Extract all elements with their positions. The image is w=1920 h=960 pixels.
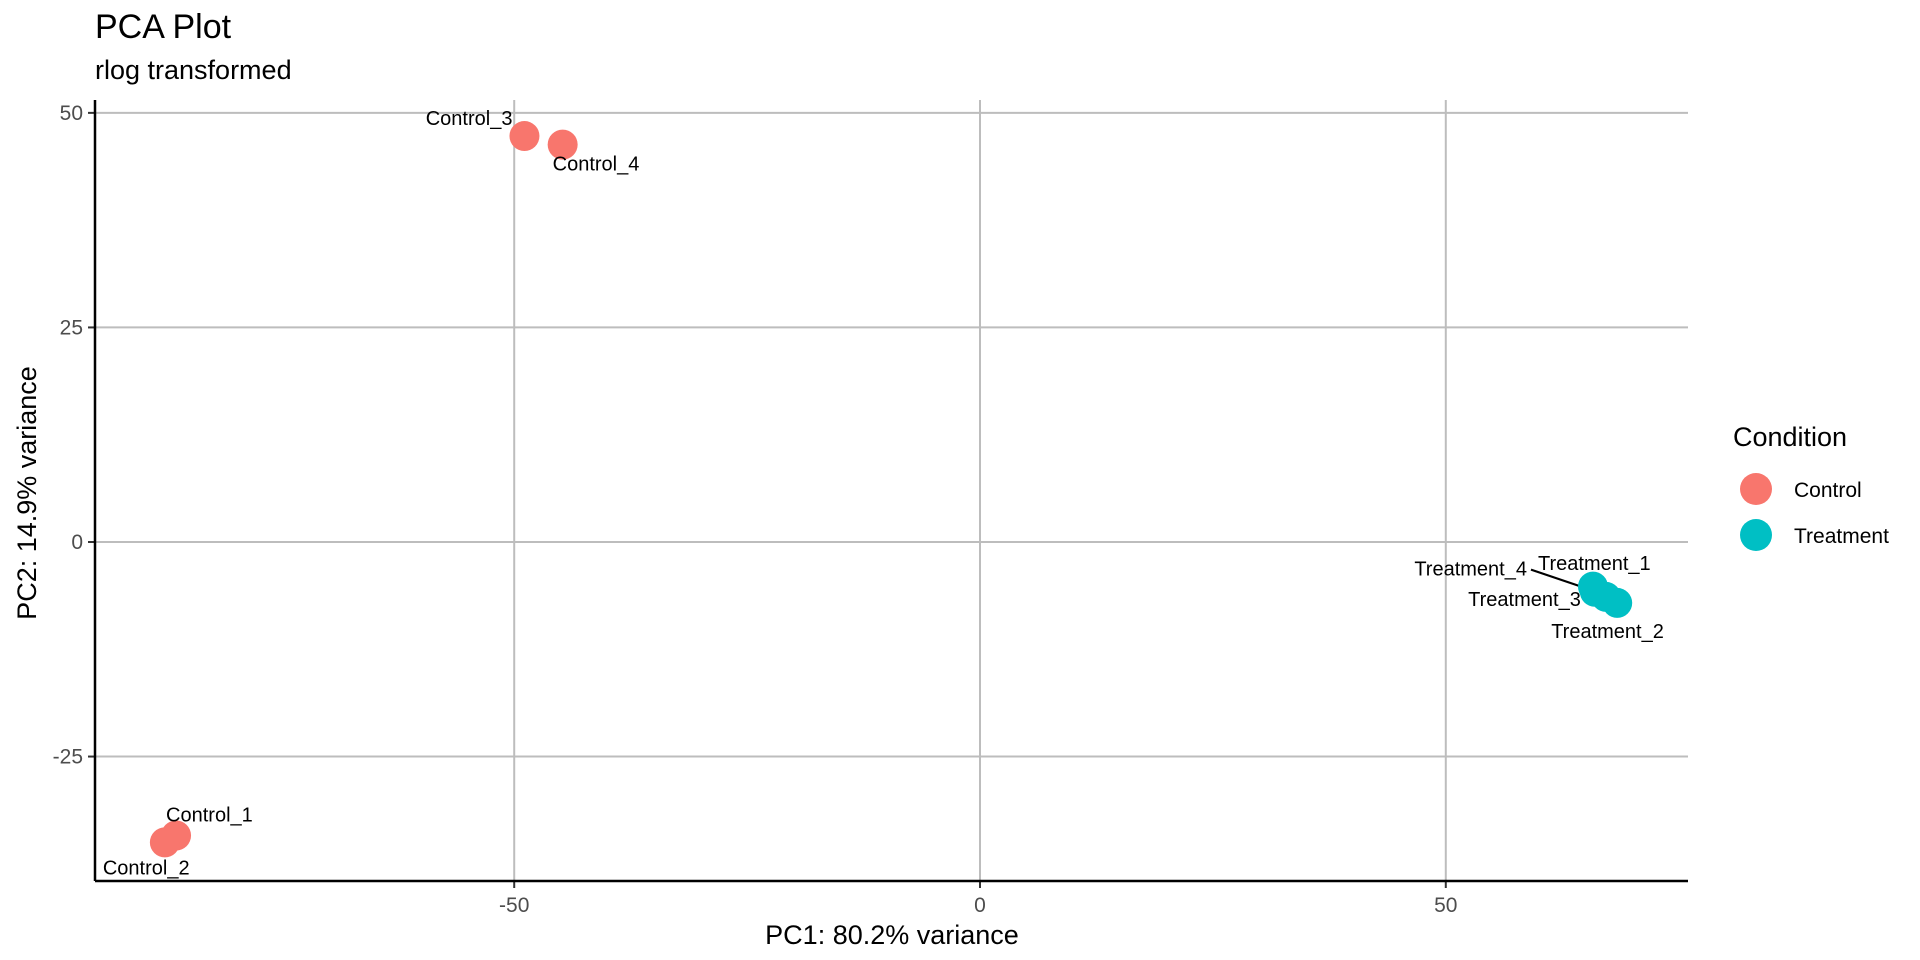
point-treatment-4 bbox=[1577, 571, 1608, 602]
grid-lines bbox=[95, 100, 1688, 881]
point-treatment-2 bbox=[1602, 587, 1633, 618]
point-label-control-1: Control_1 bbox=[166, 805, 253, 827]
point-label-control-3: Control_3 bbox=[426, 108, 513, 130]
point-label-treatment-1: Treatment_1 bbox=[1538, 553, 1651, 575]
point-labels: Control_1 Control_2 Control_3 Control_4 Trea… bbox=[103, 108, 1664, 879]
legend: Condition Control Treatment bbox=[1733, 422, 1889, 551]
y-tick-label: 25 bbox=[60, 316, 83, 339]
tick-labels: -50 0 50 -25 0 25 50 bbox=[53, 102, 1458, 917]
point-label-treatment-3: Treatment_3 bbox=[1468, 589, 1581, 611]
y-tick-label: 0 bbox=[71, 531, 83, 554]
legend-label-control: Control bbox=[1794, 479, 1862, 502]
y-axis-title: PC2: 14.9% variance bbox=[12, 366, 42, 620]
chart-title: PCA Plot bbox=[95, 8, 232, 46]
data-points bbox=[149, 121, 1633, 858]
point-label-treatment-4: Treatment_4 bbox=[1414, 559, 1527, 581]
x-tick-label: -50 bbox=[499, 894, 529, 917]
point-label-treatment-2: Treatment_2 bbox=[1551, 621, 1664, 643]
legend-label-treatment: Treatment bbox=[1794, 525, 1889, 548]
chart-subtitle: rlog transformed bbox=[95, 55, 292, 85]
legend-key-control bbox=[1740, 473, 1772, 505]
point-control-4 bbox=[547, 129, 578, 160]
y-tick-label: -25 bbox=[53, 746, 83, 769]
x-axis-title: PC1: 80.2% variance bbox=[765, 920, 1019, 950]
point-control-3 bbox=[509, 121, 540, 152]
legend-title: Condition bbox=[1733, 422, 1847, 452]
point-label-control-4: Control_4 bbox=[553, 154, 640, 176]
x-tick-label: 50 bbox=[1434, 894, 1457, 917]
y-tick-label: 50 bbox=[60, 102, 83, 125]
axes bbox=[88, 100, 1688, 888]
point-control-2 bbox=[149, 827, 180, 858]
point-label-control-2: Control_2 bbox=[103, 857, 190, 879]
x-tick-label: 0 bbox=[974, 894, 986, 917]
legend-key-treatment bbox=[1740, 519, 1772, 551]
